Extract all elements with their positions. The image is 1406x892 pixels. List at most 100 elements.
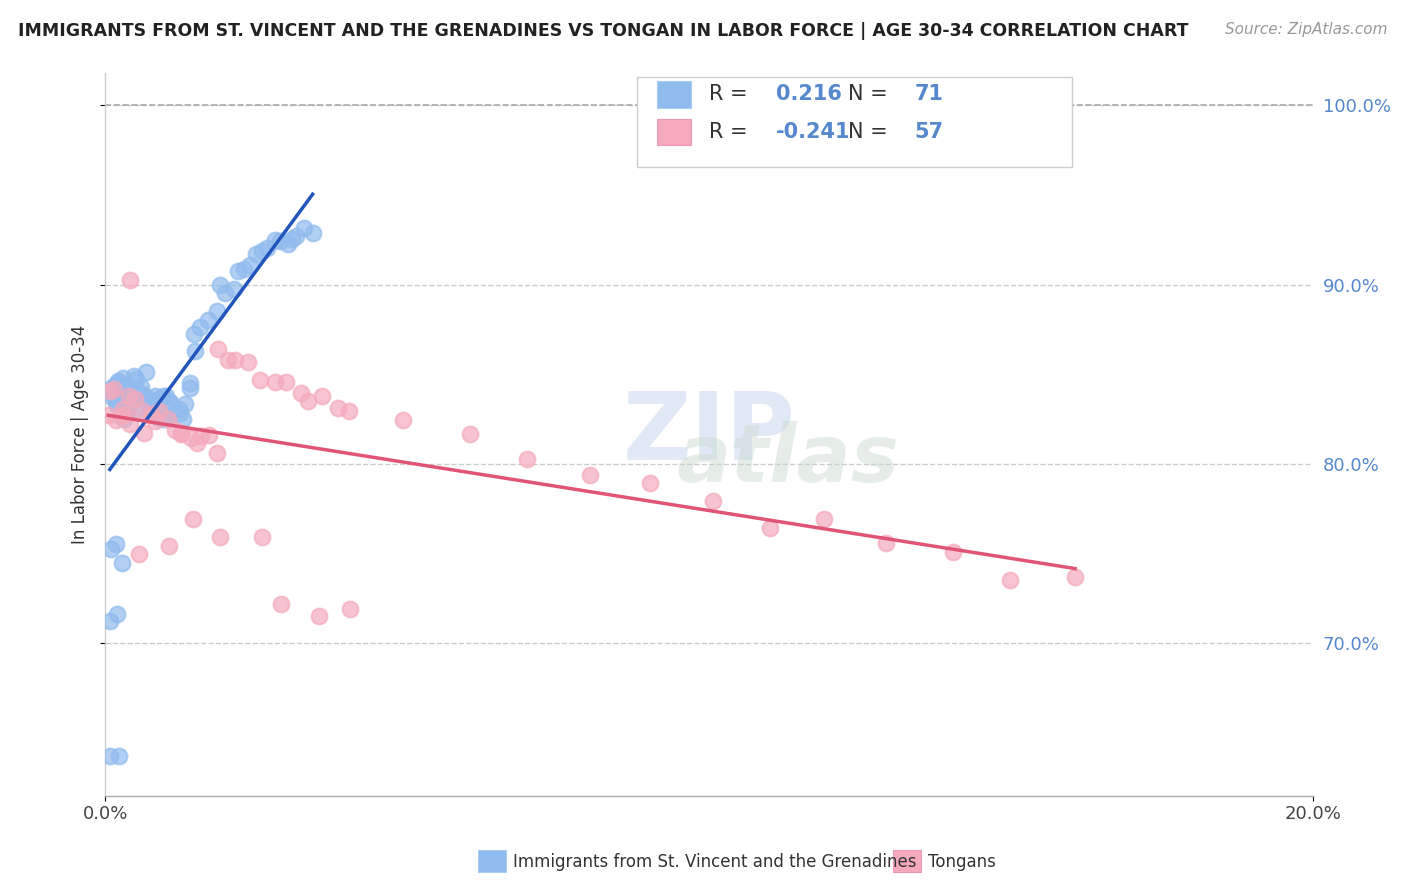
Point — [294, 220, 316, 235]
Point — [264, 375, 287, 389]
Text: Immigrants from St. Vincent and the Grenadines: Immigrants from St. Vincent and the Gren… — [513, 853, 917, 871]
Point — [170, 426, 193, 441]
Point — [207, 446, 229, 460]
Point — [131, 387, 153, 401]
Point — [148, 404, 170, 418]
Point — [114, 403, 136, 417]
Text: R =: R = — [709, 122, 755, 142]
Text: R =: R = — [709, 85, 755, 104]
Point — [228, 264, 250, 278]
Point — [172, 412, 194, 426]
Point — [252, 530, 274, 544]
Point — [139, 401, 162, 415]
Point — [143, 389, 166, 403]
Point — [638, 476, 661, 491]
Point — [118, 388, 141, 402]
Point — [250, 244, 273, 258]
Point — [108, 749, 131, 764]
Point — [236, 355, 259, 369]
Point — [239, 259, 262, 273]
Point — [179, 381, 201, 395]
Point — [98, 615, 121, 629]
Point — [100, 381, 122, 395]
Point — [942, 545, 965, 559]
Point — [112, 378, 135, 392]
Point — [1000, 573, 1022, 587]
Point — [326, 401, 349, 415]
Point — [143, 414, 166, 428]
Point — [103, 391, 125, 405]
Point — [249, 373, 271, 387]
Point — [197, 313, 219, 327]
Point — [702, 493, 724, 508]
Point — [205, 303, 228, 318]
Point — [458, 427, 481, 442]
Point — [139, 406, 162, 420]
FancyBboxPatch shape — [657, 119, 692, 145]
Point — [156, 409, 179, 424]
Point — [124, 392, 146, 406]
Point — [169, 407, 191, 421]
Point — [105, 537, 128, 551]
Point — [110, 409, 132, 424]
Point — [277, 237, 299, 252]
Point — [117, 388, 139, 402]
Point — [129, 402, 152, 417]
Point — [112, 411, 135, 425]
Point — [224, 352, 246, 367]
Point — [179, 376, 201, 390]
Point — [139, 407, 162, 421]
Point — [148, 392, 170, 406]
Point — [105, 393, 128, 408]
Point — [117, 401, 139, 416]
Text: 0.216: 0.216 — [776, 85, 842, 104]
Point — [516, 452, 538, 467]
Point — [132, 425, 155, 440]
Point — [270, 597, 292, 611]
Point — [169, 427, 191, 442]
Point — [290, 386, 312, 401]
Point — [759, 521, 782, 535]
Point — [156, 412, 179, 426]
Point — [224, 282, 246, 296]
Text: Tongans: Tongans — [928, 853, 995, 871]
Point — [339, 602, 361, 616]
Point — [173, 397, 195, 411]
Text: 71: 71 — [915, 85, 943, 104]
Point — [100, 384, 122, 398]
Point — [245, 247, 267, 261]
Point — [190, 429, 212, 443]
Point — [297, 394, 319, 409]
Point — [111, 402, 134, 417]
Point — [165, 424, 187, 438]
Point — [157, 539, 180, 553]
Point — [392, 413, 415, 427]
Point — [118, 382, 141, 396]
Text: IMMIGRANTS FROM ST. VINCENT AND THE GRENADINES VS TONGAN IN LABOR FORCE | AGE 30: IMMIGRANTS FROM ST. VINCENT AND THE GREN… — [18, 22, 1189, 40]
Point — [209, 277, 232, 292]
Point — [152, 389, 174, 403]
Point — [142, 402, 165, 417]
Point — [281, 232, 304, 246]
Point — [103, 382, 125, 396]
Point — [136, 391, 159, 405]
Point — [104, 377, 127, 392]
Point — [198, 428, 221, 442]
Point — [207, 342, 229, 356]
Point — [159, 395, 181, 409]
Point — [107, 375, 129, 389]
Text: -0.241: -0.241 — [776, 122, 851, 142]
Point — [186, 436, 208, 450]
Text: ZIP: ZIP — [623, 388, 796, 481]
Point — [105, 398, 128, 412]
Text: N =: N = — [848, 85, 894, 104]
Point — [111, 556, 134, 570]
Point — [256, 241, 278, 255]
Point — [104, 413, 127, 427]
Point — [214, 285, 236, 300]
Point — [118, 417, 141, 431]
Y-axis label: In Labor Force | Age 30-34: In Labor Force | Age 30-34 — [72, 325, 89, 544]
Point — [311, 389, 333, 403]
Point — [128, 548, 150, 562]
Point — [120, 273, 142, 287]
